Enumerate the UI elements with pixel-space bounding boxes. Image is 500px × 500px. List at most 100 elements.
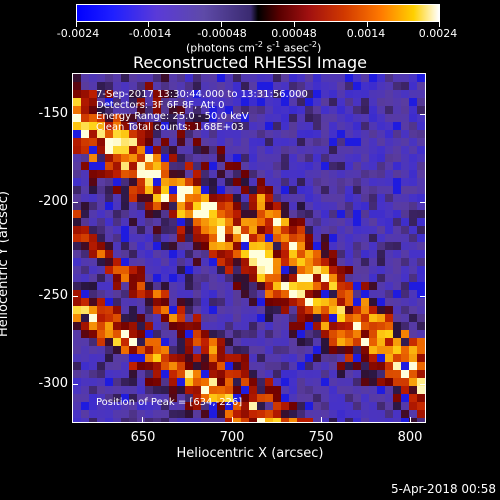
image-pixel bbox=[401, 258, 409, 266]
image-pixel bbox=[121, 90, 129, 98]
image-pixel bbox=[225, 386, 233, 394]
image-pixel bbox=[105, 194, 113, 202]
image-pixel bbox=[361, 418, 369, 422]
image-pixel bbox=[225, 378, 233, 386]
image-pixel bbox=[201, 82, 209, 90]
image-pixel bbox=[353, 202, 361, 210]
image-pixel bbox=[89, 250, 97, 258]
image-pixel bbox=[353, 362, 361, 370]
colorbar-tick-label: 0.0024 bbox=[418, 27, 458, 40]
image-pixel bbox=[233, 290, 241, 298]
image-pixel bbox=[89, 418, 97, 422]
image-pixel bbox=[73, 394, 81, 402]
image-pixel bbox=[297, 210, 305, 218]
image-pixel bbox=[145, 362, 153, 370]
image-pixel bbox=[193, 90, 201, 98]
image-pixel bbox=[73, 218, 81, 226]
image-pixel bbox=[289, 154, 297, 162]
image-pixel bbox=[137, 386, 145, 394]
image-pixel bbox=[329, 402, 337, 410]
image-pixel bbox=[89, 210, 97, 218]
image-pixel bbox=[265, 330, 273, 338]
image-pixel bbox=[105, 170, 113, 178]
image-pixel bbox=[161, 226, 169, 234]
image-pixel bbox=[329, 234, 337, 242]
image-pixel bbox=[377, 354, 385, 362]
image-pixel bbox=[185, 250, 193, 258]
image-pixel bbox=[169, 74, 177, 82]
colorbar-tick-label: -0.0014 bbox=[128, 27, 172, 40]
image-pixel bbox=[257, 386, 265, 394]
image-pixel bbox=[89, 354, 97, 362]
image-pixel bbox=[129, 90, 137, 98]
image-pixel bbox=[329, 298, 337, 306]
image-pixel bbox=[81, 338, 89, 346]
image-pixel bbox=[217, 362, 225, 370]
image-pixel bbox=[385, 106, 393, 114]
image-pixel bbox=[97, 410, 105, 418]
image-pixel bbox=[137, 290, 145, 298]
image-pixel bbox=[161, 154, 169, 162]
image-pixel bbox=[185, 274, 193, 282]
image-pixel bbox=[73, 162, 81, 170]
image-pixel bbox=[129, 282, 137, 290]
image-pixel bbox=[225, 154, 233, 162]
image-pixel bbox=[161, 98, 169, 106]
image-pixel bbox=[121, 282, 129, 290]
image-pixel bbox=[337, 122, 345, 130]
image-pixel bbox=[113, 186, 121, 194]
image-pixel bbox=[345, 186, 353, 194]
image-pixel bbox=[257, 370, 265, 378]
image-pixel bbox=[321, 354, 329, 362]
image-pixel bbox=[369, 362, 377, 370]
image-pixel bbox=[313, 98, 321, 106]
image-pixel bbox=[297, 394, 305, 402]
image-pixel bbox=[353, 178, 361, 186]
image-pixel bbox=[249, 330, 257, 338]
image-pixel bbox=[345, 298, 353, 306]
image-pixel bbox=[377, 266, 385, 274]
image-pixel bbox=[241, 274, 249, 282]
image-pixel bbox=[209, 402, 217, 410]
image-pixel bbox=[233, 218, 241, 226]
image-pixel bbox=[177, 274, 185, 282]
clean-counts-label: Clean Total counts: 1.68E+03 bbox=[96, 122, 244, 133]
y-tick-mark bbox=[420, 384, 426, 385]
image-pixel bbox=[409, 234, 417, 242]
image-pixel bbox=[417, 186, 425, 194]
image-pixel bbox=[241, 74, 249, 82]
image-pixel bbox=[225, 362, 233, 370]
image-pixel bbox=[249, 314, 257, 322]
image-pixel bbox=[345, 162, 353, 170]
image-pixel bbox=[153, 202, 161, 210]
image-pixel bbox=[401, 274, 409, 282]
image-pixel bbox=[81, 226, 89, 234]
image-pixel bbox=[81, 210, 89, 218]
image-pixel bbox=[265, 322, 273, 330]
image-pixel bbox=[417, 322, 425, 330]
image-pixel bbox=[129, 354, 137, 362]
image-pixel bbox=[129, 338, 137, 346]
image-pixel bbox=[81, 98, 89, 106]
image-pixel bbox=[89, 170, 97, 178]
image-pixel bbox=[353, 154, 361, 162]
image-pixel bbox=[129, 362, 137, 370]
image-pixel bbox=[97, 370, 105, 378]
image-pixel bbox=[281, 330, 289, 338]
image-pixel bbox=[401, 146, 409, 154]
image-pixel bbox=[137, 194, 145, 202]
image-pixel bbox=[353, 266, 361, 274]
image-pixel bbox=[345, 370, 353, 378]
image-pixel bbox=[289, 170, 297, 178]
image-pixel bbox=[369, 130, 377, 138]
image-pixel bbox=[337, 130, 345, 138]
image-pixel bbox=[193, 338, 201, 346]
image-pixel bbox=[169, 202, 177, 210]
image-pixel bbox=[145, 242, 153, 250]
image-pixel bbox=[105, 298, 113, 306]
image-pixel bbox=[217, 378, 225, 386]
image-pixel bbox=[257, 218, 265, 226]
image-pixel bbox=[241, 362, 249, 370]
image-pixel bbox=[369, 394, 377, 402]
image-pixel bbox=[153, 218, 161, 226]
